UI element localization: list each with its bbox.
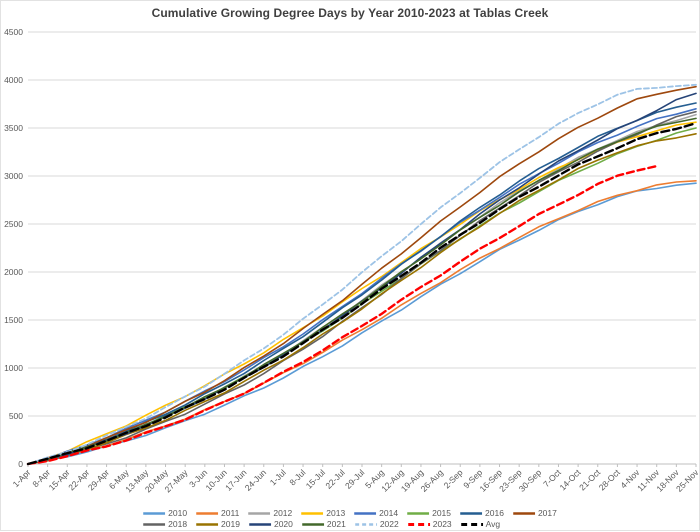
legend-label: 2014 [379,508,399,518]
series-line-2017 [27,85,697,465]
legend-row: 2018 2019 2020 2021 2022 2023 Avg [143,519,500,529]
y-axis-label: 2500 [4,219,23,229]
legend-item-2011: 2011 [196,508,239,518]
legend-swatch-icon [248,511,271,515]
legend-swatch-icon [407,522,430,526]
legend-label: 2015 [432,508,452,518]
series-line-2021 [27,117,697,465]
legend-label: 2019 [221,519,240,529]
legend-label: 2022 [379,519,399,529]
legend-item-2020: 2020 [248,519,293,529]
x-axis-label: 25-Nov [674,467,700,494]
legend-swatch-icon [460,511,483,515]
legend-label: 2012 [273,508,293,518]
legend-item-2018: 2018 [143,519,187,529]
legend-item-2023: 2023 [407,519,452,529]
legend-item-2012: 2012 [248,508,292,518]
series-line-2015 [27,127,697,465]
legend-swatch-icon [196,511,219,515]
series-line-2019 [27,133,697,465]
legend-swatch-icon [512,511,535,515]
x-axis-label: 24-Jun [243,467,269,493]
legend-label: 2016 [485,508,504,518]
y-axis-label: 500 [9,411,23,421]
x-axis-label: 15-Jul [304,467,328,491]
legend-item-2010: 2010 [143,508,187,518]
y-axis-label: 4000 [4,75,23,85]
legend-label: 2021 [326,519,346,529]
x-axis-label: 1-Apr [11,467,33,489]
chart-legend: 2010 2011 2012 2013 2014 2015 2016 2017 2018 2019… [143,508,557,529]
x-axis-label: 29-Apr [86,467,111,492]
legend-swatch-icon [301,522,324,526]
legend-swatch-icon [460,522,483,526]
legend-label: 2020 [273,519,293,529]
legend-swatch-icon [196,522,219,526]
legend-swatch-icon [301,511,324,515]
x-axis-label: 2-Sep [442,467,465,490]
legend-label: 2011 [221,508,240,518]
legend-item-2013: 2013 [301,508,345,518]
legend-item-2016: 2016 [460,508,504,518]
x-axis-label: 29-Jul [343,467,367,491]
y-axis-label: 3500 [4,123,23,133]
legend-swatch-icon [143,522,166,526]
series-line-2010 [27,182,697,465]
legend-item-2014: 2014 [354,508,398,518]
legend-item-2019: 2019 [196,519,240,529]
x-axis-label: 22-Jul [323,467,347,491]
legend-label: 2013 [326,508,346,518]
series-line-2023 [26,164,658,466]
legend-row: 2010 2011 2012 2013 2014 2015 2016 2017 [143,508,557,518]
y-axis-label: 2000 [4,267,23,277]
legend-label: Avg [485,519,501,529]
legend-item-Avg: Avg [460,519,501,529]
y-axis-label: 1500 [4,315,23,325]
legend-swatch-icon [354,511,377,515]
series-line-2022 [27,83,697,465]
x-axis-label: 22-Apr [66,467,91,492]
series-line-Avg [26,121,698,466]
x-axis-label: 28-Oct [597,467,623,493]
legend-item-2017: 2017 [512,508,557,518]
series-line-2018 [27,110,697,465]
series-line-2014 [27,108,697,465]
x-axis-label: 27-May [162,467,190,495]
x-axis-label: 1-Jul [268,467,288,487]
y-axis-label: 4500 [4,27,23,37]
x-axis-label: 30-Sep [517,467,544,494]
y-axis-label: 3000 [4,171,23,181]
legend-swatch-icon [407,511,430,515]
legend-label: 2023 [432,519,452,529]
legend-label: 2018 [168,519,188,529]
legend-label: 2017 [537,508,557,518]
legend-swatch-icon [248,522,271,526]
chart-title: Cumulative Growing Degree Days by Year 2… [151,6,549,20]
legend-swatch-icon [143,511,166,515]
x-axis-label: 15-Apr [47,467,72,492]
series-line-2011 [27,180,697,465]
legend-label: 2010 [168,508,188,518]
legend-swatch-icon [354,522,377,526]
y-axis-label: 0 [18,459,23,469]
legend-item-2022: 2022 [354,519,399,529]
legend-item-2015: 2015 [407,508,451,518]
x-axis-label: 26-Aug [419,467,446,494]
legend-item-2021: 2021 [301,519,346,529]
y-axis-label: 1000 [4,363,23,373]
series-line-2020 [27,92,697,465]
